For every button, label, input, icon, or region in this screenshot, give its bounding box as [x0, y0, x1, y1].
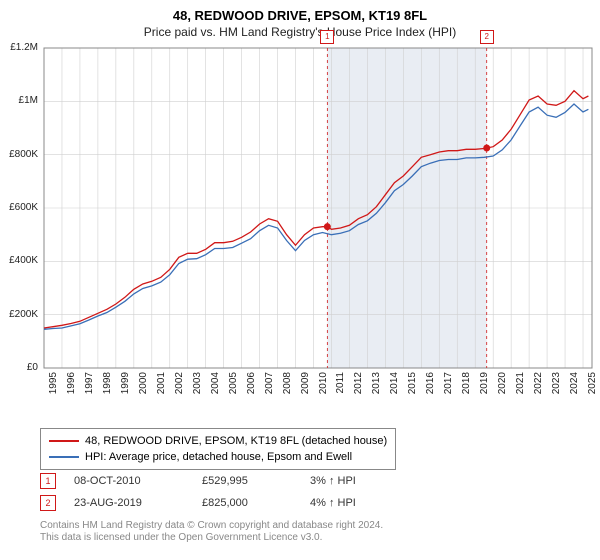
x-tick-label: 2022: [533, 372, 544, 402]
sale-price: £529,995: [202, 475, 292, 487]
y-tick-label: £1.2M: [4, 42, 38, 53]
legend-swatch: [49, 456, 79, 458]
y-tick-label: £600K: [4, 202, 38, 213]
x-tick-label: 2024: [569, 372, 580, 402]
chart-area: £0 £200K £400K £600K £800K £1M £1.2M 1995 1996 1…: [0, 42, 600, 422]
sale-price: £825,000: [202, 497, 292, 509]
x-tick-label: 1998: [102, 372, 113, 402]
x-tick-label: 2005: [228, 372, 239, 402]
sale-marker-2: 2: [480, 30, 494, 44]
x-tick-label: 2007: [264, 372, 275, 402]
x-tick-label: 2010: [318, 372, 329, 402]
x-tick-label: 2001: [156, 372, 167, 402]
sale-pct: 4% ↑ HPI: [310, 497, 356, 509]
sale-marker-icon: 2: [40, 495, 56, 511]
x-tick-label: 1997: [84, 372, 95, 402]
chart-subtitle: Price paid vs. HM Land Registry's House …: [0, 23, 600, 43]
x-tick-label: 2004: [210, 372, 221, 402]
sale-point-1: [324, 223, 331, 230]
legend-row: 48, REDWOOD DRIVE, EPSOM, KT19 8FL (deta…: [49, 433, 387, 449]
x-tick-label: 1999: [120, 372, 131, 402]
sale-marker-1: 1: [320, 30, 334, 44]
x-tick-label: 1995: [48, 372, 59, 402]
chart-container: 48, REDWOOD DRIVE, EPSOM, KT19 8FL Price…: [0, 0, 600, 560]
x-tick-label: 2000: [138, 372, 149, 402]
x-tick-label: 2009: [300, 372, 311, 402]
y-tick-label: £800K: [4, 149, 38, 160]
x-tick-label: 2016: [425, 372, 436, 402]
sale-date: 23-AUG-2019: [74, 497, 184, 509]
y-tick-label: £400K: [4, 255, 38, 266]
chart-svg: [0, 42, 600, 422]
x-tick-label: 2017: [443, 372, 454, 402]
x-tick-label: 2011: [335, 372, 346, 402]
sale-date: 08-OCT-2010: [74, 475, 184, 487]
footer-text: Contains HM Land Registry data © Crown c…: [40, 520, 383, 544]
footer-line1: Contains HM Land Registry data © Crown c…: [40, 520, 383, 532]
sale-marker-icon: 1: [40, 473, 56, 489]
x-tick-label: 2006: [246, 372, 257, 402]
legend-row: HPI: Average price, detached house, Epso…: [49, 449, 387, 465]
sale-pct: 3% ↑ HPI: [310, 475, 356, 487]
sale-row: 2 23-AUG-2019 £825,000 4% ↑ HPI: [40, 492, 356, 514]
y-tick-label: £200K: [4, 309, 38, 320]
series-hpi: [44, 104, 588, 329]
x-tick-label: 1996: [66, 372, 77, 402]
x-tick-label: 2013: [371, 372, 382, 402]
x-tick-label: 2014: [389, 372, 400, 402]
x-tick-label: 2008: [282, 372, 293, 402]
x-tick-label: 2020: [497, 372, 508, 402]
sale-point-2: [483, 145, 490, 152]
legend: 48, REDWOOD DRIVE, EPSOM, KT19 8FL (deta…: [40, 428, 396, 470]
x-tick-label: 2002: [174, 372, 185, 402]
sale-row: 1 08-OCT-2010 £529,995 3% ↑ HPI: [40, 470, 356, 492]
x-tick-label: 2018: [461, 372, 472, 402]
legend-swatch: [49, 440, 79, 442]
legend-label: 48, REDWOOD DRIVE, EPSOM, KT19 8FL (deta…: [85, 433, 387, 449]
chart-title: 48, REDWOOD DRIVE, EPSOM, KT19 8FL: [0, 0, 600, 23]
x-tick-label: 2023: [551, 372, 562, 402]
y-tick-label: £1M: [4, 95, 38, 106]
x-tick-label: 2003: [192, 372, 203, 402]
x-tick-label: 2015: [407, 372, 418, 402]
x-tick-label: 2021: [515, 372, 526, 402]
x-tick-label: 2025: [587, 372, 598, 402]
series-price_paid: [44, 91, 588, 328]
y-tick-label: £0: [4, 362, 38, 373]
x-tick-label: 2012: [353, 372, 364, 402]
sales-table: 1 08-OCT-2010 £529,995 3% ↑ HPI 2 23-AUG-2019…: [40, 470, 356, 514]
x-tick-label: 2019: [479, 372, 490, 402]
footer-line2: This data is licensed under the Open Gov…: [40, 532, 383, 544]
legend-label: HPI: Average price, detached house, Epso…: [85, 449, 352, 465]
